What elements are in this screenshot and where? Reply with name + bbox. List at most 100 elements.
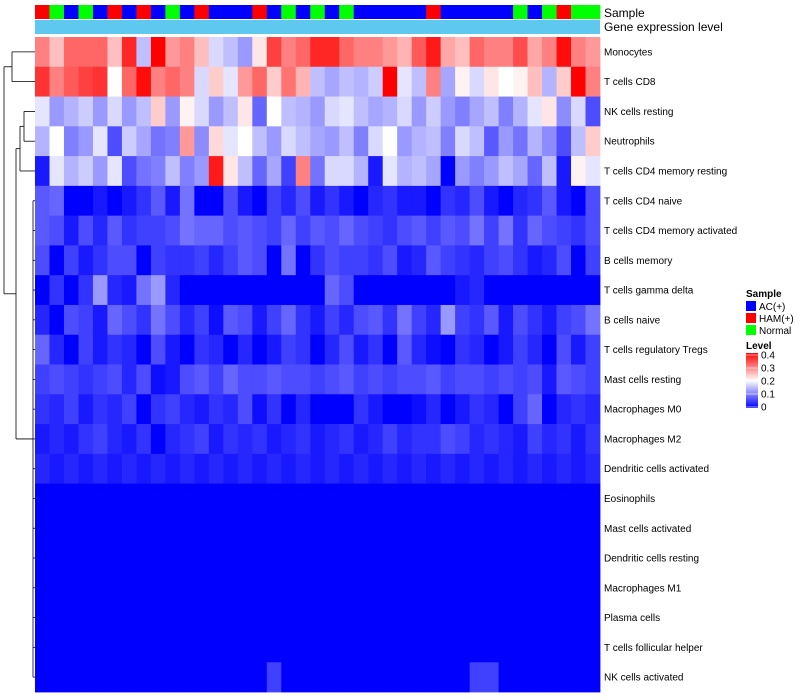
heatmap-cell	[281, 334, 297, 365]
heatmap-cell	[92, 37, 108, 68]
heatmap-cell	[469, 156, 485, 187]
heatmap-cell	[368, 632, 384, 663]
sample-annotation-cell	[498, 5, 514, 19]
heatmap-cell	[571, 543, 586, 574]
heatmap-cell	[136, 275, 152, 306]
heatmap-cell	[426, 66, 442, 97]
heatmap-cell	[252, 96, 268, 127]
heatmap-cell	[542, 96, 557, 127]
level-tick-label: 0.1	[761, 390, 775, 401]
legend-label-ac: AC(+)	[759, 302, 785, 313]
heatmap-cell	[542, 394, 557, 425]
heatmap-cell	[121, 632, 137, 663]
heatmap-cell	[179, 245, 195, 276]
heatmap-cell	[121, 185, 137, 217]
heatmap-cell	[324, 275, 340, 306]
heatmap-cell	[179, 334, 195, 365]
heatmap-cell	[78, 572, 94, 604]
heatmap-cell	[571, 424, 586, 455]
heatmap-cell	[585, 215, 601, 246]
heatmap-cell	[121, 572, 137, 604]
legend: Sample AC(+) HAM(+) Normal Level 0.40.30…	[746, 289, 794, 414]
heatmap-cell	[49, 275, 65, 306]
heatmap-cell	[440, 245, 456, 276]
heatmap-cell	[165, 245, 181, 276]
heatmap-cell	[237, 185, 253, 217]
heatmap-cell	[281, 394, 297, 425]
legend-swatch-ham	[746, 313, 756, 323]
heatmap-cell	[455, 126, 471, 157]
heatmap-cell	[35, 126, 50, 157]
heatmap-cell	[92, 126, 108, 157]
heatmap-cell	[556, 156, 572, 187]
heatmap-cell	[585, 156, 601, 187]
heatmap-cell	[513, 662, 528, 693]
heatmap-cell	[121, 156, 137, 187]
heatmap-cell	[455, 424, 471, 455]
row-label: B cells naive	[604, 315, 661, 326]
heatmap-cell	[136, 453, 152, 484]
heatmap-cell	[35, 304, 50, 336]
heatmap-cell	[411, 602, 427, 633]
heatmap-cell	[150, 572, 166, 604]
heatmap-cell	[295, 96, 311, 127]
heatmap-cell	[237, 662, 253, 693]
heatmap-cell	[353, 453, 369, 484]
heatmap-cell	[498, 572, 514, 604]
heatmap-cell	[498, 662, 514, 693]
heatmap-cell	[484, 513, 499, 544]
heatmap-cell	[324, 632, 340, 663]
sample-annotation-cell	[324, 5, 340, 19]
heatmap-cell	[223, 483, 239, 514]
heatmap-cell	[252, 37, 268, 68]
heatmap-cell	[78, 602, 94, 633]
heatmap-cell	[194, 215, 210, 246]
heatmap-cell	[92, 185, 108, 217]
heatmap-cell	[513, 424, 528, 455]
heatmap-cell	[469, 66, 485, 97]
sample-annotation-cell	[440, 5, 456, 19]
heatmap-cell	[295, 662, 311, 693]
heatmap-cell	[353, 662, 369, 693]
heatmap-cell	[281, 513, 297, 544]
heatmap-cell	[78, 304, 94, 336]
heatmap-cell	[63, 662, 79, 693]
heatmap-cell	[411, 483, 427, 514]
sample-annotation-cell	[78, 5, 94, 19]
heatmap-cell	[585, 304, 601, 336]
heatmap-cell	[252, 245, 268, 276]
heatmap-cell	[542, 483, 557, 514]
heatmap-cell	[165, 66, 181, 97]
heatmap-cell	[78, 37, 94, 68]
heatmap-cell	[266, 572, 282, 604]
heatmap-cell	[527, 424, 543, 455]
heatmap-cell	[208, 483, 224, 514]
heatmap-cell	[324, 215, 340, 246]
sample-annotation-cell	[165, 5, 181, 19]
row-labels: Monocytes T cells CD8 NK cells resting Neut…	[604, 47, 737, 683]
heatmap-cell	[527, 156, 543, 187]
heatmap-cell	[353, 364, 369, 395]
heatmap-cell	[556, 334, 572, 365]
heatmap-cell	[266, 126, 282, 157]
heatmap-cell	[571, 602, 586, 633]
heatmap-cell	[324, 245, 340, 276]
heatmap-cell	[310, 364, 326, 395]
heatmap-cell	[585, 96, 601, 127]
heatmap-cell	[150, 364, 166, 395]
heatmap-cell	[556, 543, 572, 574]
heatmap-cell	[469, 513, 485, 544]
heatmap-cell	[571, 632, 586, 663]
sample-annotation-cell	[585, 5, 601, 19]
heatmap-cell	[150, 66, 166, 97]
heatmap-cell	[78, 334, 94, 365]
heatmap-cell	[527, 632, 543, 663]
heatmap-cell	[556, 483, 572, 514]
heatmap-cell	[484, 424, 499, 455]
heatmap-cell	[426, 662, 442, 693]
heatmap-cell	[237, 483, 253, 514]
heatmap-cell	[295, 364, 311, 395]
heatmap-cell	[556, 364, 572, 395]
heatmap-cell	[440, 602, 456, 633]
heatmap-cell	[455, 96, 471, 127]
